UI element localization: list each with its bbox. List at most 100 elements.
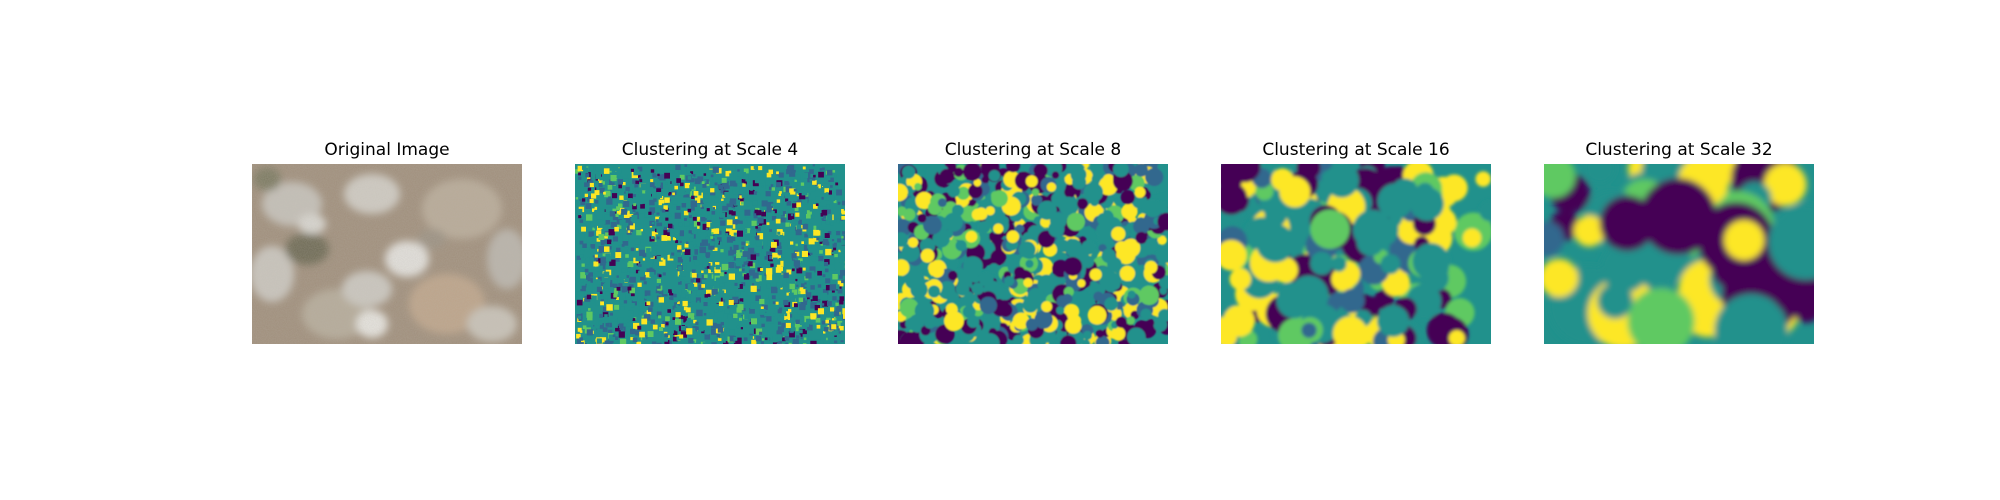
cluster-region [829,172,835,178]
cluster-region [687,302,691,307]
cluster-region [790,297,796,302]
cluster-region [769,229,772,232]
cluster-region [762,166,768,171]
cluster-region [655,165,659,169]
cluster-region [612,278,618,284]
cluster-region [834,310,840,317]
cluster-region [605,183,609,187]
cluster-region [629,272,635,278]
cluster-region [689,215,692,218]
cluster-region [810,340,817,344]
cluster-region [841,279,845,284]
cluster-region [715,239,719,244]
cluster-region [778,172,784,178]
cluster-region [899,332,920,344]
cluster-region [658,297,664,303]
cluster-region [674,233,680,238]
cluster-region [736,253,741,258]
cluster-region [612,193,618,199]
cluster-region [837,202,841,205]
cluster-region [785,319,788,322]
cluster-region [787,243,794,249]
cluster-region [680,339,687,344]
cluster-region [773,308,778,314]
cluster-region [625,254,629,258]
cluster-region [684,164,688,167]
cluster-region [582,198,586,202]
cluster-region [766,274,773,281]
cluster-region [898,218,912,237]
cluster-region [600,337,607,344]
cluster-region [585,258,590,262]
cluster-region [635,180,639,185]
cluster-region [605,232,609,237]
cluster-region [842,235,845,241]
cluster-region [1111,326,1126,341]
cluster-region [1150,202,1160,212]
cluster-region [589,247,592,250]
cluster-region [628,246,631,250]
cluster-region [714,267,721,274]
cluster-region [793,312,797,317]
cluster-region [908,237,919,248]
cluster-region [1113,164,1129,178]
cluster-region [757,267,762,272]
cluster-region [736,249,743,256]
cluster-region [965,230,978,243]
cluster-region [788,164,795,171]
cluster-region [580,285,586,292]
cluster-region [769,165,774,170]
cluster-region [786,169,792,175]
cluster-region [789,170,796,177]
cluster-region [580,254,584,258]
cluster-region [745,240,750,245]
cluster-region [745,243,749,246]
cluster-region [793,245,797,250]
cluster-region [575,200,581,207]
cluster-region [623,300,628,304]
cluster-region [768,339,772,343]
cluster-region [795,212,800,217]
cluster-region [752,272,759,279]
cluster-region [693,165,697,169]
cluster-region [674,195,679,199]
cluster-region [695,197,701,203]
cluster-region [627,198,633,203]
cluster-region [743,274,750,280]
cluster-region [780,269,785,274]
cluster-region [596,230,602,236]
cluster-region [625,293,631,300]
cluster-region [690,279,695,283]
cluster-region [798,267,802,272]
cluster-region [826,214,833,221]
cluster-region [838,315,841,318]
cluster-region [579,199,586,205]
cluster-region [704,218,707,221]
cluster-region [602,327,608,332]
cluster-region [733,336,738,341]
cluster-region [618,184,622,189]
cluster-region [830,307,835,312]
cluster-region [799,193,806,200]
cluster-region [1064,186,1076,198]
cluster-region [802,343,807,344]
cluster-region [588,187,595,194]
cluster-region [799,309,804,315]
cluster-region [711,288,718,295]
cluster-region [655,216,660,222]
cluster-region [722,299,726,303]
cluster-region [919,238,936,254]
cluster-region [704,294,708,298]
cluster-region [1331,256,1347,272]
cluster-region [793,260,800,267]
cluster-region [1279,176,1311,208]
cluster-region [765,185,769,189]
cluster-region [753,214,758,219]
cluster-region [614,226,619,232]
cluster-region [704,220,708,223]
cluster-region [649,267,655,273]
cluster-region [577,290,583,295]
cluster-region [775,218,781,224]
cluster-region [713,186,717,190]
cluster-region [637,263,642,267]
